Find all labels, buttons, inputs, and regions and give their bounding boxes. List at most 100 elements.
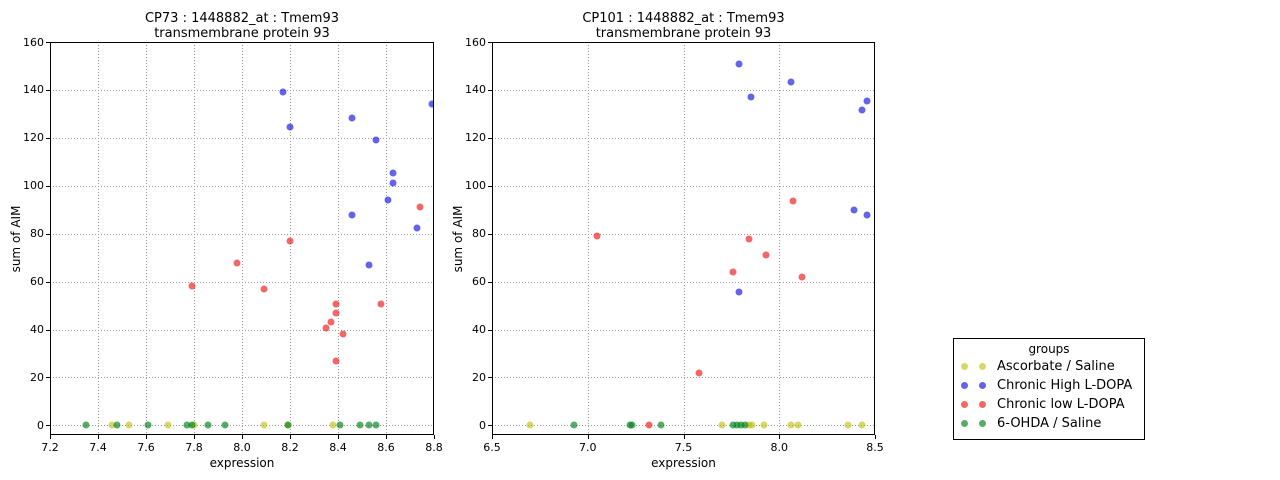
y-tick-label: 100 xyxy=(465,179,486,193)
data-point xyxy=(844,421,852,429)
plot-title-line2: transmembrane protein 93 xyxy=(154,26,330,41)
x-tick-label: 8.8 xyxy=(425,441,443,454)
y-grid-line xyxy=(492,138,875,139)
legend-entry-label: 6-OHDA / Saline xyxy=(997,416,1102,431)
data-point xyxy=(735,60,743,68)
x-tick-mark xyxy=(779,435,780,439)
plot-cp101: 6.5 7.0 7.5 8.0 8.5 0 20 40 60 80 100 120 140 160 CP10… xyxy=(451,11,884,470)
x-tick-mark xyxy=(50,435,51,439)
data-point xyxy=(332,300,340,308)
data-point xyxy=(204,421,212,429)
data-point xyxy=(733,421,741,429)
x-grid-line xyxy=(242,42,243,435)
y-tick-label: 20 xyxy=(30,371,44,384)
data-point xyxy=(113,421,121,429)
x-tick-label: 7.8 xyxy=(185,441,203,454)
legend-entry: Chronic low L-DOPA xyxy=(954,395,1144,414)
x-tick-mark xyxy=(492,435,493,439)
data-point xyxy=(850,206,858,214)
data-point xyxy=(183,421,191,429)
data-point xyxy=(645,421,653,429)
y-tick-mark xyxy=(488,42,492,43)
data-point xyxy=(233,259,241,266)
y-grid-line xyxy=(492,330,875,331)
y-tick-mark xyxy=(488,425,492,426)
x-grid-line xyxy=(386,42,387,435)
x-tick-label: 8.6 xyxy=(377,441,395,454)
y-axis-label: sum of AIM xyxy=(9,205,23,272)
data-point xyxy=(365,421,373,429)
data-point xyxy=(221,421,229,429)
data-point xyxy=(108,421,116,429)
x-tick-label: 7.2 xyxy=(41,441,59,454)
x-grid-line xyxy=(588,42,589,435)
legend-entry-label: Chronic low L-DOPA xyxy=(997,397,1125,412)
legend-marker-icon xyxy=(961,420,968,427)
x-tick-mark xyxy=(290,435,291,439)
x-tick-label: 7.6 xyxy=(137,441,155,454)
y-grid-line xyxy=(492,282,875,283)
y-tick-mark xyxy=(488,330,492,331)
y-grid-line xyxy=(492,186,875,187)
legend-marker-icon xyxy=(961,401,968,408)
y-grid-line xyxy=(492,377,875,378)
y-tick-label: 20 xyxy=(472,371,486,384)
y-grid-line xyxy=(492,234,875,235)
data-point xyxy=(336,421,344,429)
data-point xyxy=(794,421,802,429)
x-tick-label: 7.5 xyxy=(674,441,693,454)
data-point xyxy=(858,421,866,429)
y-tick-label: 80 xyxy=(472,227,486,241)
legend-box: groups Ascorbate / Saline Chronic High L-… xyxy=(953,338,1145,440)
legend-entry: 6-OHDA / Saline xyxy=(954,414,1144,433)
y-tick-label: 100 xyxy=(23,179,44,193)
legend-marker-icon xyxy=(979,382,986,389)
legend-title: groups xyxy=(1028,342,1070,356)
data-point xyxy=(377,300,385,308)
data-point xyxy=(144,421,152,429)
y-tick-label: 60 xyxy=(30,275,44,289)
legend-entries: Ascorbate / Saline Chronic High L-DOPA Chr… xyxy=(954,357,1144,433)
data-point xyxy=(348,114,356,121)
y-tick-mark xyxy=(46,425,50,426)
plot-area xyxy=(492,42,875,435)
y-tick-label: 60 xyxy=(472,275,486,289)
y-tick-label: 0 xyxy=(37,418,44,432)
y-tick-mark xyxy=(46,90,50,91)
data-point xyxy=(339,330,347,338)
x-tick-label: 7.4 xyxy=(89,441,107,454)
y-tick-mark xyxy=(488,186,492,187)
data-point xyxy=(526,421,534,429)
x-grid-line xyxy=(338,42,339,435)
data-point xyxy=(332,357,340,365)
data-point xyxy=(789,197,797,205)
y-tick-label: 160 xyxy=(23,35,44,49)
x-tick-mark xyxy=(98,435,99,439)
x-axis-label: expression xyxy=(209,456,275,470)
data-point xyxy=(760,421,768,429)
data-point xyxy=(125,421,133,429)
data-point xyxy=(260,285,268,293)
y-tick-mark xyxy=(46,138,50,139)
data-point xyxy=(787,78,795,85)
x-tick-mark xyxy=(434,435,435,439)
x-grid-line xyxy=(98,42,99,435)
plot-title-line2: transmembrane protein 93 xyxy=(595,26,772,41)
legend-entry: Chronic High L-DOPA xyxy=(954,376,1144,395)
data-point xyxy=(729,268,737,276)
y-grid-line xyxy=(50,330,434,331)
y-grid-line xyxy=(492,425,875,426)
x-tick-mark xyxy=(242,435,243,439)
data-point xyxy=(82,421,90,429)
x-tick-label: 6.5 xyxy=(483,441,501,454)
data-point xyxy=(798,273,806,281)
data-point xyxy=(327,318,335,326)
y-tick-mark xyxy=(488,377,492,378)
y-tick-mark xyxy=(46,330,50,331)
y-tick-mark xyxy=(488,282,492,283)
data-point xyxy=(657,421,664,429)
x-grid-line xyxy=(194,42,195,435)
plot-title-line1: CP101 : 1448882_at : Tmem93 xyxy=(582,11,785,26)
y-tick-label: 120 xyxy=(23,131,44,145)
